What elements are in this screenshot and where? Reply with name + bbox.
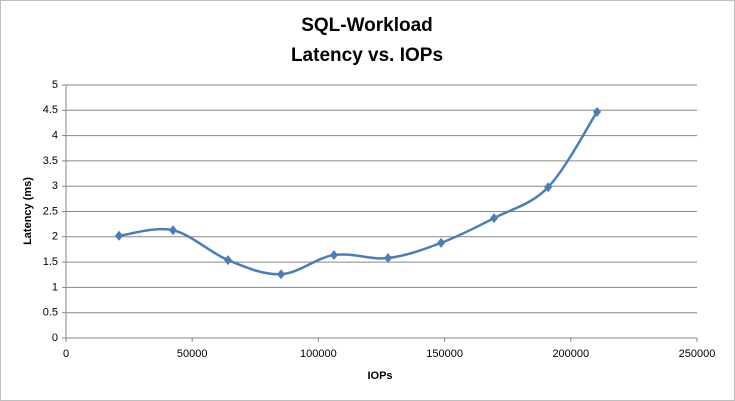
y-tick-label: 0.5 xyxy=(43,307,58,319)
y-tick-label: 0 xyxy=(52,332,58,344)
data-point xyxy=(384,253,393,264)
x-tick-label: 100000 xyxy=(300,348,337,360)
data-point xyxy=(544,182,553,193)
y-axis-title: Latency (ms) xyxy=(22,177,34,245)
y-tick-label: 3.5 xyxy=(43,155,58,167)
data-point xyxy=(115,230,124,241)
data-point xyxy=(224,255,233,266)
data-point xyxy=(593,106,602,117)
x-tick-label: 50000 xyxy=(177,348,208,360)
data-point xyxy=(490,213,499,224)
x-tick-label: 250000 xyxy=(679,348,716,360)
data-point xyxy=(277,269,286,280)
y-tick-label: 2 xyxy=(52,231,58,243)
x-tick-label: 200000 xyxy=(552,348,589,360)
chart-title: SQL-Workload xyxy=(301,15,433,36)
y-tick-label: 2.5 xyxy=(43,205,58,217)
y-tick-label: 1 xyxy=(52,281,58,293)
data-point xyxy=(169,225,178,236)
y-tick-label: 5 xyxy=(52,79,58,91)
x-tick-label: 150000 xyxy=(426,348,463,360)
x-axis-title: IOPs xyxy=(367,370,392,382)
chart-subtitle: Latency vs. IOPs xyxy=(291,45,443,66)
y-tick-label: 1.5 xyxy=(43,256,58,268)
series-line xyxy=(118,111,599,276)
x-tick-label: 0 xyxy=(63,348,69,360)
y-tick-label: 4.5 xyxy=(43,104,58,116)
data-point xyxy=(437,237,446,248)
data-point xyxy=(330,250,339,261)
y-tick-label: 3 xyxy=(52,180,58,192)
y-tick-label: 4 xyxy=(52,130,58,142)
